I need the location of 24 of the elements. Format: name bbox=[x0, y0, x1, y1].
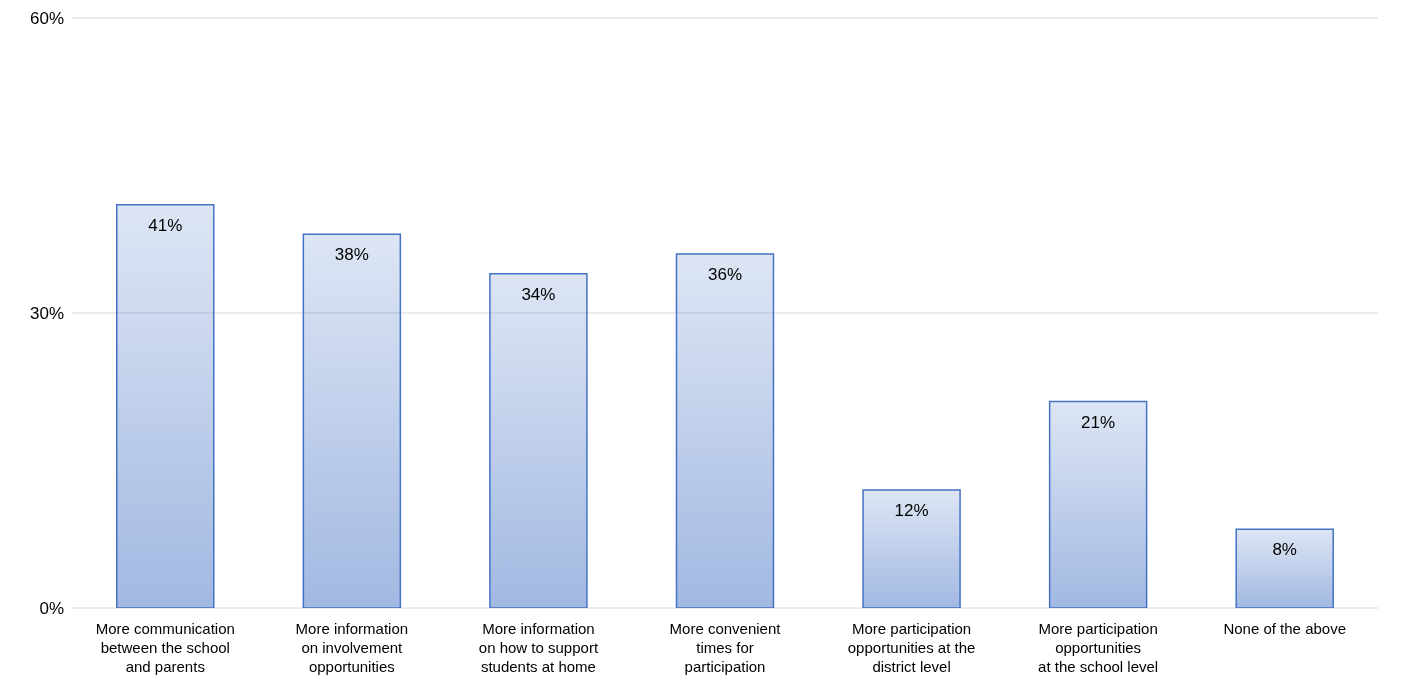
bar bbox=[302, 233, 402, 608]
bar bbox=[1048, 400, 1148, 608]
x-tick-label: More convenient times for participation bbox=[669, 620, 782, 675]
x-tick-label: None of the above bbox=[1223, 620, 1347, 637]
y-tick-label: 30% bbox=[29, 304, 64, 324]
bar bbox=[675, 253, 775, 608]
data-label: 12% bbox=[894, 501, 929, 521]
y-tick-label: 0% bbox=[39, 599, 64, 619]
y-tick-label: 60% bbox=[29, 9, 64, 29]
data-label: 38% bbox=[334, 245, 369, 265]
data-label: 21% bbox=[1081, 412, 1116, 432]
data-label: 8% bbox=[1272, 540, 1297, 560]
data-label: 41% bbox=[148, 215, 183, 235]
data-label: 36% bbox=[707, 265, 743, 285]
data-label: 34% bbox=[521, 284, 556, 304]
x-tick-label: More participation opportunities at the district level bbox=[847, 620, 976, 675]
x-tick-label: More information on involvement opportunities bbox=[295, 620, 409, 675]
x-tick-label: More information on how to support students at home bbox=[478, 620, 599, 675]
x-tick-label: More participation opportunities at the school level bbox=[1038, 620, 1159, 675]
bar bbox=[116, 204, 215, 608]
bar bbox=[862, 489, 961, 608]
bar bbox=[1235, 528, 1334, 608]
bar bbox=[489, 272, 588, 608]
x-tick-label: More communication between the school and parents bbox=[95, 620, 235, 675]
